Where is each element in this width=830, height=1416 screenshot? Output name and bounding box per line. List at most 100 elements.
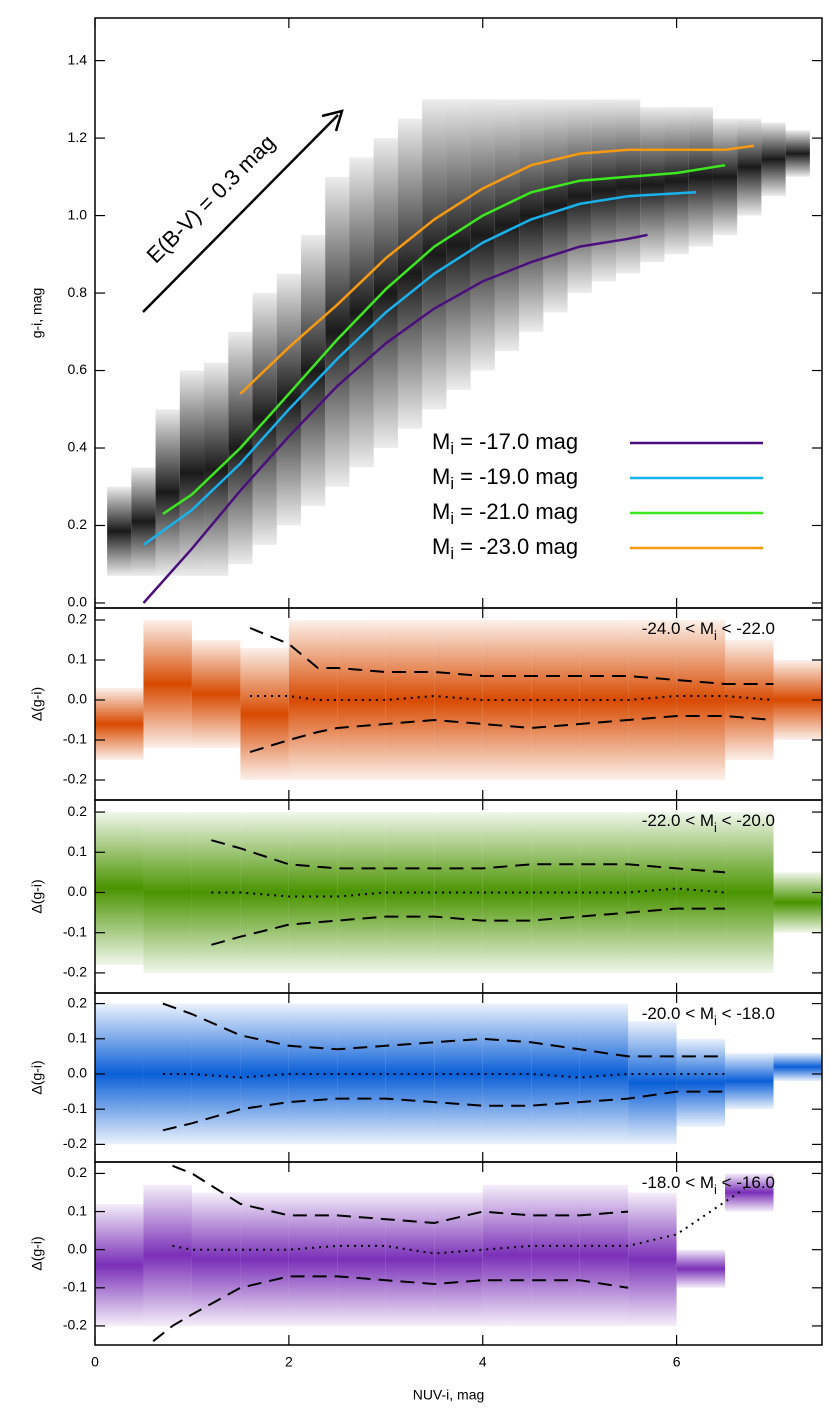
density-column [676, 1249, 726, 1288]
density-column [337, 620, 386, 780]
density-column [240, 648, 289, 780]
density-column [155, 409, 180, 576]
density-column [95, 688, 144, 760]
density-column [725, 812, 774, 973]
density-column [397, 118, 423, 429]
legend-label: Mi = -23.0 mag [432, 534, 578, 564]
density-column [288, 812, 338, 973]
x-tick-label: 4 [479, 1354, 487, 1370]
density-column [240, 812, 289, 973]
density-column [204, 362, 229, 576]
density-column [640, 107, 665, 263]
density-column [725, 1052, 774, 1110]
y-axis-label: Δ(g-i) [29, 1236, 45, 1270]
density-column [567, 99, 592, 294]
density-column [579, 1003, 629, 1145]
median-line [250, 694, 774, 701]
y-tick-label: -0.1 [63, 923, 87, 939]
density-column [482, 1184, 532, 1326]
plot-area [95, 1002, 822, 1145]
density-column [179, 370, 205, 576]
density-column [494, 99, 520, 352]
density-column [676, 812, 726, 973]
density-column [95, 1203, 144, 1326]
y-tick-label: 0.2 [68, 1164, 88, 1180]
density-column [191, 1003, 241, 1145]
density-column [531, 1003, 580, 1145]
density-column [628, 1192, 677, 1326]
plot-area [95, 812, 822, 973]
density-column [470, 99, 495, 371]
y-tick-label: 0.6 [68, 361, 88, 377]
upper-line [172, 1164, 629, 1225]
y-tick-label: 0.2 [68, 611, 88, 627]
y-tick-label: 0.0 [68, 594, 88, 610]
plot-area [95, 620, 822, 780]
arrow [142, 114, 339, 313]
y-axis-label: Δ(g-i) [29, 1060, 45, 1094]
density-column [579, 620, 629, 780]
density-column [337, 1192, 386, 1326]
density-column [725, 1173, 774, 1212]
density-column [737, 118, 762, 216]
annotation: E(B-V) = 0.3 mag [142, 130, 280, 268]
density-column [143, 1003, 192, 1145]
density-column [434, 812, 483, 973]
density-column [725, 640, 774, 760]
density-column [385, 1192, 435, 1326]
density-column [712, 118, 738, 235]
curve [142, 191, 697, 546]
density-column [143, 1184, 192, 1326]
density-column [616, 99, 641, 274]
lower-line [211, 907, 726, 946]
density-column [628, 1021, 677, 1145]
legend-label: Mi = -19.0 mag [432, 464, 578, 494]
y-axis-label: Δ(g-i) [29, 879, 45, 913]
arrow-head [321, 109, 344, 132]
y-axis-label: Δ(g-i) [29, 687, 45, 721]
y-tick-label: 0.8 [68, 284, 88, 300]
x-tick-label: 0 [91, 1354, 99, 1370]
density-column [628, 812, 677, 973]
median-line [162, 1073, 726, 1079]
density-column [191, 1192, 241, 1326]
density-column [531, 1184, 580, 1326]
y-tick-label: 0.1 [68, 1202, 88, 1218]
y-tick-label: -0.1 [63, 1279, 87, 1295]
y-tick-label: -0.2 [63, 1317, 87, 1333]
panel-label: -24.0 < Mi < -22.0 [642, 619, 775, 643]
density-column [446, 99, 471, 390]
density-column [773, 1052, 822, 1082]
x-tick-label: 6 [673, 1354, 681, 1370]
y-tick-label: -0.1 [63, 1100, 87, 1116]
y-tick-label: -0.2 [63, 771, 87, 787]
y-tick-label: 0.0 [68, 1065, 88, 1081]
y-tick-label: -0.2 [63, 1135, 87, 1151]
density-column [385, 620, 435, 780]
density-column [252, 293, 277, 545]
density-column [240, 1192, 289, 1326]
density-column [300, 234, 326, 507]
frame [94, 1161, 823, 1346]
lower-line [152, 1275, 629, 1342]
upper-line [249, 627, 774, 685]
density-column [288, 1192, 338, 1326]
density-column [543, 99, 568, 313]
density-column [591, 99, 617, 282]
upper-line [162, 1002, 726, 1058]
y-tick-label: 0.2 [68, 516, 88, 532]
curve [142, 233, 648, 604]
density-column [337, 812, 386, 973]
lower-line [162, 1090, 726, 1132]
density-column [761, 122, 786, 197]
x-tick-label: 2 [285, 1354, 293, 1370]
panel-label: -22.0 < Mi < -20.0 [642, 811, 775, 835]
y-tick-label: 0.1 [68, 651, 88, 667]
density-column [579, 1184, 629, 1326]
y-tick-label: 0.0 [68, 1240, 88, 1256]
y-axis-label: g-i, mag [29, 288, 45, 339]
density-column [143, 620, 192, 748]
x-axis-label: NUV-i, mag [413, 1387, 485, 1403]
density-column [240, 1003, 289, 1145]
